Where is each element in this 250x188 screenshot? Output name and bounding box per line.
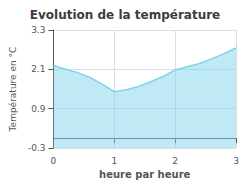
svg-text:-0.3: -0.3 — [28, 143, 46, 153]
svg-text:3.3: 3.3 — [31, 25, 45, 35]
svg-text:Evolution de la température: Evolution de la température — [30, 8, 221, 22]
svg-text:Température en °C: Température en °C — [8, 47, 18, 133]
svg-text:2: 2 — [172, 156, 178, 166]
svg-text:1: 1 — [111, 156, 117, 166]
svg-text:2.1: 2.1 — [31, 64, 45, 74]
svg-text:0: 0 — [51, 156, 57, 166]
svg-text:heure par heure: heure par heure — [99, 169, 190, 180]
svg-text:0.9: 0.9 — [31, 104, 46, 114]
svg-text:3: 3 — [233, 156, 239, 166]
